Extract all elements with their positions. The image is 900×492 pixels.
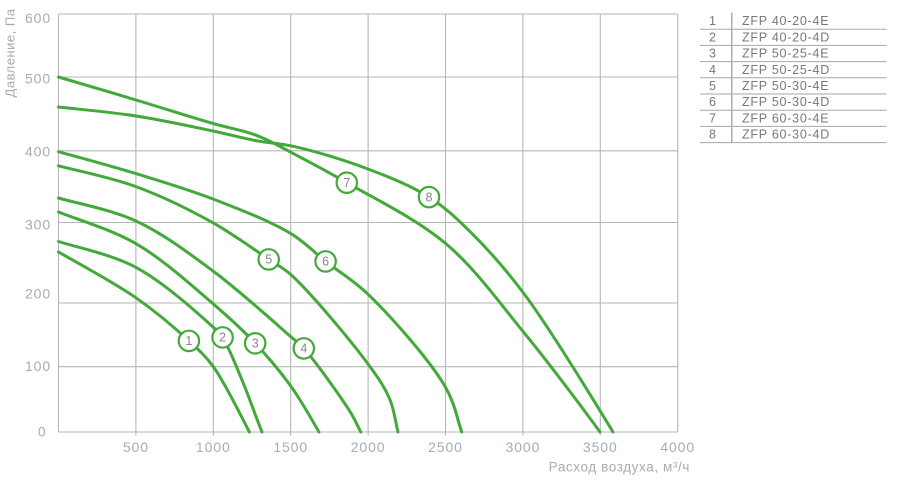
svg-text:ZFP 50-25-4E: ZFP 50-25-4E [742, 47, 829, 61]
svg-text:5: 5 [709, 79, 716, 93]
svg-text:5: 5 [265, 253, 272, 267]
svg-text:1: 1 [709, 14, 716, 28]
svg-text:0: 0 [38, 423, 47, 439]
svg-text:ZFP 50-30-4E: ZFP 50-30-4E [742, 79, 829, 93]
svg-text:400: 400 [25, 144, 51, 160]
svg-text:8: 8 [709, 128, 716, 142]
svg-text:6: 6 [709, 95, 716, 109]
svg-text:7: 7 [709, 111, 716, 125]
svg-text:1000: 1000 [196, 439, 231, 455]
svg-text:3500: 3500 [583, 439, 618, 455]
svg-text:ZFP 60-30-4E: ZFP 60-30-4E [742, 111, 829, 125]
svg-text:ZFP 40-20-4E: ZFP 40-20-4E [742, 14, 829, 28]
svg-text:4: 4 [300, 342, 307, 356]
svg-text:ZFP 40-20-4D: ZFP 40-20-4D [742, 30, 830, 44]
svg-text:Расход воздуха, м³/ч: Расход воздуха, м³/ч [549, 460, 690, 475]
svg-text:500: 500 [25, 71, 51, 87]
svg-text:1500: 1500 [273, 439, 308, 455]
svg-text:300: 300 [25, 217, 51, 233]
svg-text:100: 100 [25, 358, 51, 374]
svg-text:2500: 2500 [428, 439, 463, 455]
svg-text:1: 1 [185, 334, 192, 348]
svg-text:3: 3 [252, 337, 259, 351]
svg-text:2: 2 [709, 30, 716, 44]
svg-text:500: 500 [123, 439, 149, 455]
svg-text:2: 2 [219, 331, 226, 345]
svg-text:3000: 3000 [506, 439, 541, 455]
svg-text:4: 4 [709, 63, 716, 77]
svg-text:ZFP 60-30-4D: ZFP 60-30-4D [742, 128, 830, 142]
svg-text:600: 600 [25, 10, 51, 26]
svg-text:ZFP 50-25-4D: ZFP 50-25-4D [742, 63, 830, 77]
svg-text:8: 8 [426, 190, 433, 204]
svg-text:6: 6 [322, 255, 329, 269]
svg-text:4000: 4000 [660, 439, 695, 455]
svg-text:7: 7 [343, 176, 350, 190]
svg-text:ZFP 50-30-4D: ZFP 50-30-4D [742, 95, 830, 109]
svg-text:3: 3 [709, 47, 716, 61]
svg-text:Давление, Па: Давление, Па [3, 8, 18, 97]
svg-text:2000: 2000 [351, 439, 386, 455]
svg-text:200: 200 [25, 286, 51, 302]
